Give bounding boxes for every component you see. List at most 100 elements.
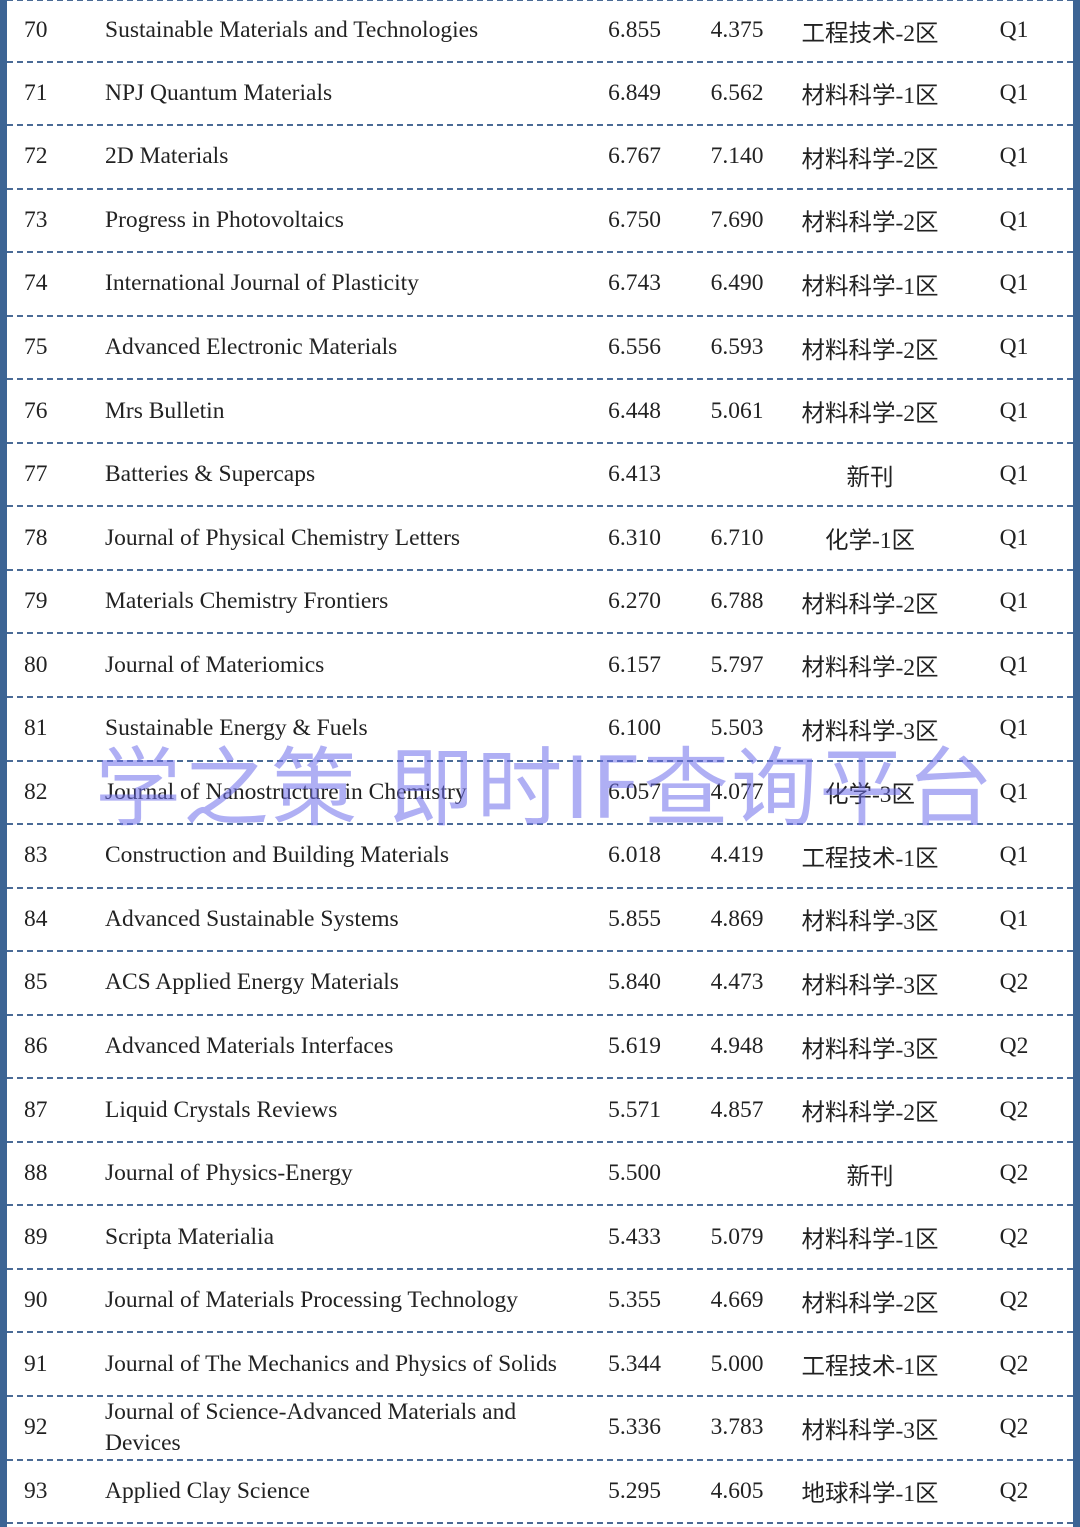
rank-cell: 78 (24, 524, 48, 551)
jcr-quartile: Q1 (999, 588, 1029, 615)
journal-table: 70 Sustainable Materials and Technologies… (7, 0, 1073, 1525)
impact-factor: 5.295 (608, 1477, 661, 1504)
rank-cell: 82 (24, 778, 48, 805)
five-year-impact-factor: 4.077 (710, 778, 764, 805)
journal-name: Journal of Science-Advanced Materials an… (105, 1398, 517, 1456)
rank-cell: 79 (24, 588, 48, 615)
table-row: 73 Progress in Photovoltaics 6.750 7.690 材料科… (7, 190, 1073, 254)
five-year-impact-factor: 6.490 (710, 270, 764, 297)
cas-zone: 材料科学-1区 (801, 83, 939, 110)
rank-cell: 81 (24, 715, 48, 742)
table-row: 79 Materials Chemistry Frontiers 6.270 6.78… (7, 571, 1073, 635)
rank-cell: 71 (24, 79, 48, 106)
impact-factor: 5.344 (608, 1350, 661, 1377)
five-year-impact-factor: 3.783 (710, 1414, 764, 1441)
journal-name: Journal of Physical Chemistry Letters (105, 524, 461, 551)
impact-factor: 6.767 (608, 143, 661, 170)
rank-cell: 85 (24, 969, 48, 996)
jcr-quartile: Q2 (999, 1414, 1029, 1441)
journal-name: 2D Materials (105, 143, 229, 170)
table-row: 70 Sustainable Materials and Technologies… (7, 0, 1073, 63)
five-year-impact-factor: 5.000 (710, 1350, 764, 1377)
five-year-impact-factor (697, 1143, 777, 1205)
cas-zone: 材料科学-3区 (801, 1417, 939, 1444)
journal-name: International Journal of Plasticity (105, 270, 419, 297)
five-year-impact-factor: 6.788 (710, 588, 764, 615)
cas-zone: 材料科学-2区 (801, 210, 939, 237)
five-year-impact-factor: 5.079 (710, 1223, 764, 1250)
jcr-quartile: Q1 (999, 397, 1029, 424)
impact-factor: 6.100 (608, 715, 661, 742)
five-year-impact-factor (697, 444, 777, 506)
cas-zone: 材料科学-3区 (801, 1036, 939, 1063)
jcr-quartile: Q1 (999, 651, 1029, 678)
journal-name: Journal of The Mechanics and Physics of … (105, 1350, 557, 1377)
impact-factor: 6.270 (608, 588, 661, 615)
journal-name: Sustainable Energy & Fuels (105, 715, 368, 742)
jcr-quartile: Q1 (999, 461, 1029, 488)
rank-cell: 91 (24, 1350, 48, 1377)
impact-factor: 5.355 (608, 1287, 661, 1314)
journal-name: Advanced Electronic Materials (105, 334, 398, 360)
five-year-impact-factor: 4.473 (710, 969, 764, 996)
journal-name: Journal of Nanostructure in Chemistry (105, 778, 467, 805)
cas-zone: 材料科学-2区 (801, 1290, 939, 1317)
five-year-impact-factor: 4.669 (710, 1287, 764, 1314)
cas-zone: 材料科学-3区 (801, 972, 939, 999)
cas-zone: 材料科学-2区 (801, 1100, 939, 1127)
table-row: 81 Sustainable Energy & Fuels 6.100 5.503 材料… (7, 698, 1073, 762)
cas-zone: 材料科学-3区 (801, 909, 939, 936)
journal-name: Materials Chemistry Frontiers (105, 588, 389, 615)
cas-zone: 材料科学-2区 (801, 655, 939, 682)
journal-name: Journal of Materiomics (105, 651, 325, 678)
impact-factor: 5.336 (608, 1414, 661, 1441)
cas-zone: 材料科学-2区 (801, 401, 939, 428)
journal-name: Journal of Materials Processing Technolo… (105, 1287, 519, 1314)
rank-cell: 86 (24, 1033, 48, 1060)
cas-zone: 材料科学-2区 (801, 337, 939, 364)
jcr-quartile: Q2 (999, 1160, 1029, 1187)
jcr-quartile: Q1 (999, 79, 1029, 106)
rank-cell: 74 (24, 270, 48, 297)
cas-zone: 地球科学-1区 (801, 1481, 939, 1508)
cas-zone: 新刊 (846, 1163, 894, 1190)
cas-zone: 材料科学-2区 (801, 146, 939, 173)
cas-zone: 化学-1区 (824, 528, 916, 555)
table-row: 86 Advanced Materials Interfaces 5.619 4.94… (7, 1016, 1073, 1080)
five-year-impact-factor: 5.797 (710, 651, 764, 678)
rank-cell: 70 (24, 17, 48, 44)
impact-factor: 5.619 (608, 1033, 661, 1060)
jcr-quartile: Q1 (999, 143, 1029, 170)
jcr-quartile: Q1 (999, 905, 1029, 932)
jcr-quartile: Q1 (999, 842, 1029, 869)
jcr-quartile: Q2 (999, 1033, 1029, 1060)
rank-cell: 77 (24, 461, 48, 488)
impact-factor: 5.571 (608, 1096, 661, 1123)
table-row: 83 Construction and Building Materials 6.0… (7, 825, 1073, 889)
five-year-impact-factor: 7.140 (710, 143, 764, 170)
five-year-impact-factor: 6.710 (710, 524, 764, 551)
impact-factor: 6.750 (608, 206, 661, 233)
impact-factor: 5.840 (608, 969, 661, 996)
table-row: 89 Scripta Materialia 5.433 5.079 材料科学-1区 Q2 (7, 1206, 1073, 1270)
table-row: 91 Journal of The Mechanics and Physics o… (7, 1333, 1073, 1398)
five-year-impact-factor: 4.857 (710, 1096, 764, 1123)
rank-cell: 76 (24, 397, 48, 424)
jcr-quartile: Q1 (999, 334, 1029, 360)
cas-zone: 材料科学-2区 (801, 591, 939, 618)
table-row: 84 Advanced Sustainable Systems 5.855 4.869… (7, 889, 1073, 953)
jcr-quartile: Q1 (999, 715, 1029, 742)
impact-factor: 6.556 (608, 334, 661, 360)
jcr-quartile: Q2 (999, 1223, 1029, 1250)
cas-zone: 材料科学-3区 (801, 718, 939, 745)
cas-zone: 工程技术-1区 (801, 1354, 939, 1381)
rank-cell: 72 (24, 143, 48, 170)
table-row: 82 Journal of Nanostructure in Chemistry 6… (7, 762, 1073, 826)
table-row: 88 Journal of Physics-Energy 5.500 新刊 Q2 (7, 1143, 1073, 1207)
journal-name: Applied Clay Science (105, 1477, 310, 1504)
rank-cell: 75 (24, 334, 48, 360)
journal-name: Progress in Photovoltaics (105, 206, 344, 233)
table-row: 92 Journal of Science-Advanced Materials … (7, 1397, 1073, 1461)
impact-factor: 6.310 (608, 524, 661, 551)
rank-cell: 90 (24, 1287, 48, 1314)
